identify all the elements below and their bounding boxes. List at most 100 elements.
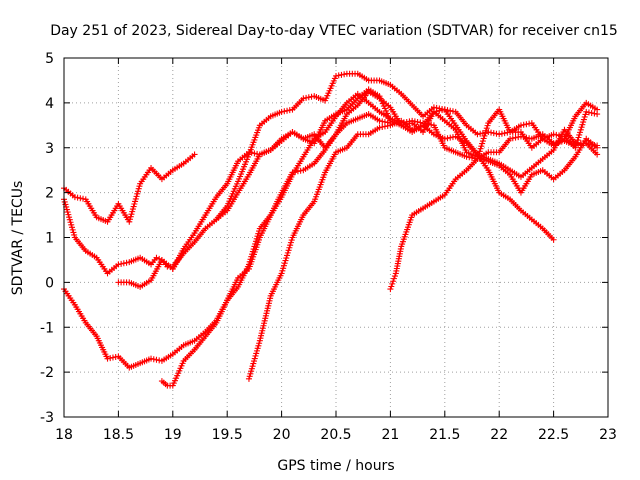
data-point: [469, 154, 475, 161]
x-tick-label: 21.5: [429, 427, 460, 443]
data-point: [71, 194, 78, 201]
data-point: [588, 141, 595, 148]
data-point: [388, 283, 395, 290]
series-line: [248, 108, 598, 380]
data-point: [501, 130, 508, 137]
chart-title: Day 251 of 2023, Sidereal Day-to-day VTE…: [50, 23, 618, 39]
data-point: [580, 116, 587, 123]
data-point: [77, 195, 84, 202]
data-point: [379, 118, 386, 125]
data-point: [475, 153, 482, 160]
data-point: [520, 121, 527, 128]
data-point: [498, 130, 505, 137]
data-point: [284, 252, 291, 259]
data-point: [478, 143, 485, 150]
data-point: [583, 108, 590, 115]
data-point: [576, 131, 583, 138]
data-point: [574, 137, 581, 144]
data-point: [523, 121, 530, 128]
data-point: [449, 108, 456, 115]
y-tick-label: 1: [45, 231, 54, 247]
data-point: [376, 124, 383, 131]
data-point: [376, 117, 383, 124]
data-point: [279, 267, 286, 274]
data-point: [389, 280, 396, 287]
data-point: [482, 130, 489, 137]
data-point: [286, 107, 293, 114]
data-point: [493, 130, 500, 137]
x-tick-label: 20.5: [320, 427, 351, 443]
data-point: [444, 135, 451, 142]
data-point: [387, 286, 394, 293]
data-point: [281, 108, 288, 115]
data-point: [148, 355, 155, 362]
data-point: [390, 278, 397, 285]
data-point: [496, 131, 503, 138]
data-point: [284, 107, 291, 114]
data-point: [305, 94, 312, 101]
data-series: [61, 196, 187, 277]
data-point: [444, 107, 451, 114]
data-series: [158, 90, 601, 389]
data-point: [447, 134, 454, 141]
data-point: [512, 134, 519, 141]
y-tick-label: 4: [45, 96, 54, 112]
data-point: [120, 260, 127, 267]
data-point: [338, 71, 345, 78]
data-point: [581, 113, 588, 120]
data-point: [526, 120, 533, 127]
y-tick-label: -1: [40, 320, 54, 336]
x-tick-label: 22.5: [538, 427, 569, 443]
data-point: [280, 262, 287, 269]
data-series: [213, 70, 601, 223]
data-point: [280, 265, 287, 272]
data-point: [449, 134, 456, 141]
data-point: [156, 357, 163, 364]
data-series: [387, 99, 601, 293]
data-point: [156, 255, 163, 262]
y-tick-label: 5: [45, 51, 54, 67]
data-point: [281, 260, 288, 267]
data-point: [112, 353, 119, 360]
x-tick-label: 18: [55, 427, 73, 443]
x-tick-label: 20: [273, 427, 291, 443]
x-tick-label: 22: [490, 427, 508, 443]
data-point: [447, 107, 454, 114]
data-point: [477, 145, 484, 152]
data-series: [245, 106, 601, 382]
data-point: [283, 255, 290, 262]
y-tick-label: 3: [45, 141, 54, 157]
data-point: [109, 354, 116, 361]
data-point: [433, 104, 440, 111]
data-point: [591, 110, 598, 117]
data-point: [414, 118, 421, 125]
x-axis-label: GPS time / hours: [277, 458, 394, 474]
data-point: [287, 242, 294, 249]
data-point: [550, 131, 557, 138]
x-tick-label: 19.5: [212, 427, 243, 443]
data-point: [475, 150, 482, 157]
axes: 18 18.5 19 19.5 20 20.5 21 21.5 22 22.5 23-3-2-101…: [40, 51, 617, 443]
data-point: [594, 142, 601, 149]
data-point: [379, 123, 386, 130]
data-point: [278, 270, 285, 277]
data-point: [585, 140, 592, 147]
data-point: [477, 130, 484, 137]
data-point: [577, 129, 584, 136]
data-point: [582, 111, 589, 118]
y-tick-label: -3: [40, 410, 54, 426]
x-tick-label: 19: [164, 427, 182, 443]
data-point: [517, 122, 524, 129]
data-point: [123, 259, 130, 266]
data-point: [441, 106, 448, 113]
data-point: [573, 142, 580, 149]
data-point: [474, 155, 481, 162]
data-point: [580, 119, 587, 126]
data-point: [391, 275, 398, 282]
data-point: [579, 121, 586, 128]
x-tick-label: 23: [599, 427, 617, 443]
data-point: [335, 72, 342, 79]
data-point: [300, 95, 307, 102]
data-point: [297, 167, 304, 174]
